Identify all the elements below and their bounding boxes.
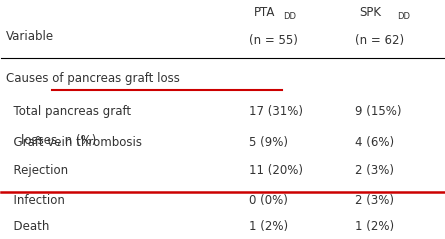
Text: Variable: Variable: [6, 30, 54, 43]
Text: (n = 55): (n = 55): [249, 34, 298, 48]
Text: (n = 62): (n = 62): [355, 34, 405, 48]
Text: 2 (3%): 2 (3%): [355, 194, 394, 207]
Text: Causes of pancreas graft loss: Causes of pancreas graft loss: [6, 72, 180, 85]
Text: 11 (20%): 11 (20%): [249, 164, 303, 177]
Text: losses, n (%): losses, n (%): [6, 134, 96, 147]
Text: 17 (31%): 17 (31%): [249, 105, 303, 118]
Text: DD: DD: [397, 12, 410, 21]
Text: PTA: PTA: [254, 6, 275, 19]
Text: 0 (0%): 0 (0%): [249, 194, 288, 207]
Text: Total pancreas graft: Total pancreas graft: [6, 105, 131, 118]
Text: 5 (9%): 5 (9%): [249, 136, 288, 149]
Text: 1 (2%): 1 (2%): [249, 220, 288, 233]
Text: 2 (3%): 2 (3%): [355, 164, 394, 177]
Text: 9 (15%): 9 (15%): [355, 105, 402, 118]
Text: SPK: SPK: [360, 6, 382, 19]
Text: 1 (2%): 1 (2%): [355, 220, 394, 233]
Text: Rejection: Rejection: [6, 164, 68, 177]
Text: Infection: Infection: [6, 194, 65, 207]
Text: DD: DD: [283, 12, 295, 21]
Text: Graft vein thrombosis: Graft vein thrombosis: [6, 136, 142, 149]
Text: Death: Death: [6, 220, 49, 233]
Text: 4 (6%): 4 (6%): [355, 136, 394, 149]
